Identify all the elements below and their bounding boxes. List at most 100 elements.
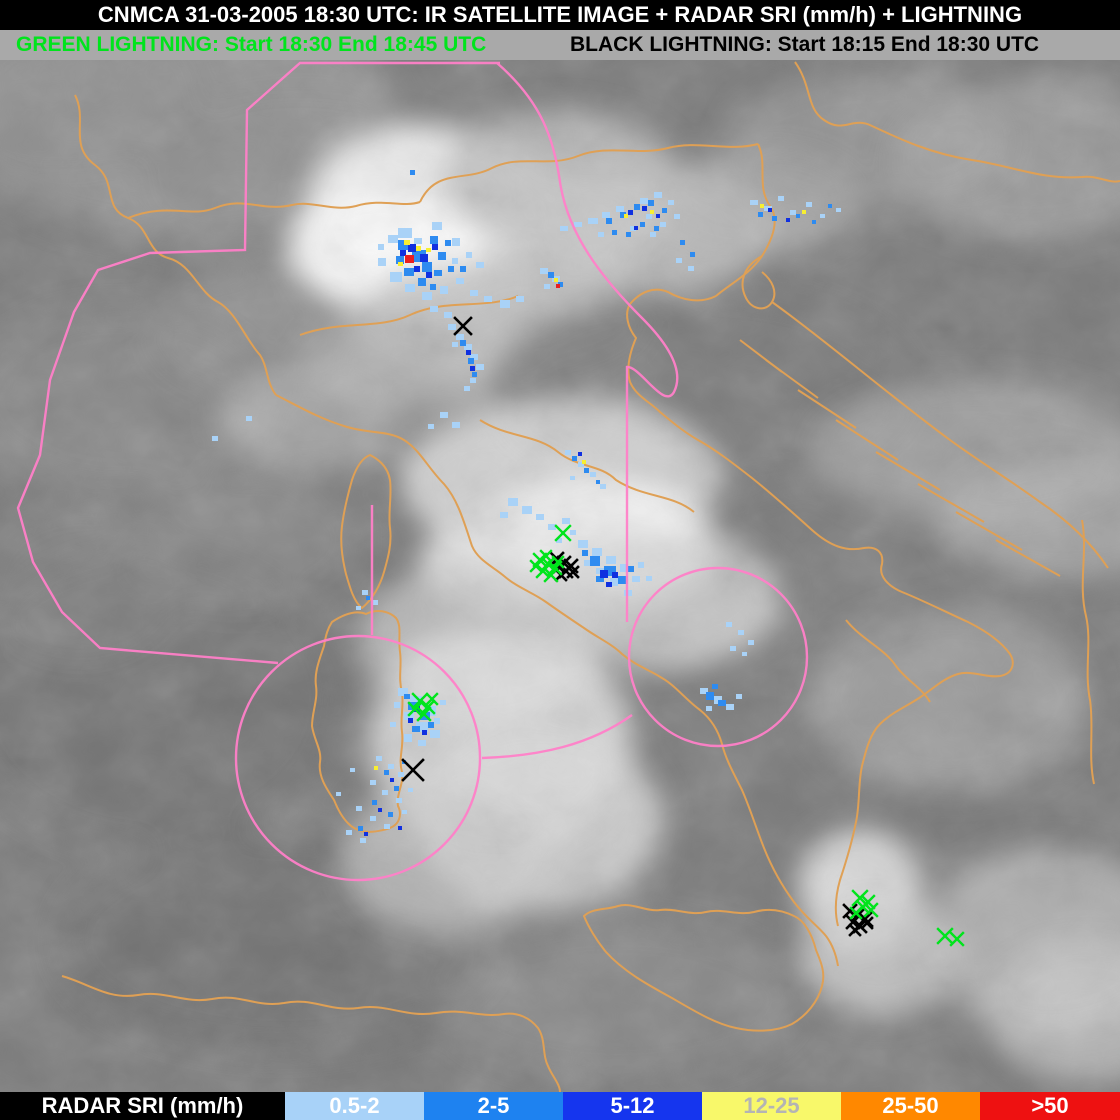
echo-cell-l: [388, 235, 398, 243]
legend-bar: RADAR SRI (mm/h) 0.5-2 2-5 5-12 12-25 25-50 >…: [0, 1092, 1120, 1120]
echo-cell-l: [370, 780, 376, 785]
echo-cell-l: [376, 756, 382, 761]
legend-class-2-5: 2-5: [424, 1092, 563, 1120]
echo-cell-l: [750, 200, 758, 205]
legend-title: RADAR SRI (mm/h): [0, 1092, 285, 1120]
echo-cell-l: [414, 238, 422, 244]
echo-cell-l: [246, 416, 252, 421]
black-lightning-marker: [549, 551, 565, 567]
echo-cell-b: [448, 266, 454, 272]
echo-cell-l: [640, 198, 648, 204]
echo-cell-d: [466, 350, 471, 355]
echo-cell-l: [726, 704, 734, 710]
green-lightning-marker: [416, 706, 432, 722]
green-lightning-marker: [425, 692, 439, 706]
echo-cell-l: [362, 590, 368, 595]
echo-cell-b: [372, 800, 377, 805]
legend-class->50: >50: [980, 1092, 1120, 1120]
coastline-path: [771, 301, 1109, 569]
legend-class-range: 5-12: [610, 1093, 655, 1118]
echo-cell-b: [428, 722, 434, 728]
echo-cell-b: [358, 826, 363, 831]
echo-cell-l: [470, 354, 478, 360]
echo-cell-l: [416, 722, 428, 732]
echo-cell-b: [634, 204, 640, 210]
green-lightning-marker: [543, 567, 559, 583]
echo-cell-l: [660, 222, 666, 227]
echo-cell-l: [646, 214, 652, 219]
echo-cell-d: [426, 272, 432, 278]
coastline-path: [715, 143, 776, 297]
echo-cell-y: [416, 246, 421, 251]
echo-cell-d: [414, 706, 420, 712]
echo-cell-d: [470, 366, 475, 371]
echo-cell-b: [648, 200, 654, 206]
black-lightning-marker: [401, 758, 425, 782]
echo-cell-l: [706, 706, 712, 711]
legend-class-25-50: 25-50: [841, 1092, 980, 1120]
echo-cell-l: [448, 324, 456, 330]
echo-cell-b: [618, 576, 628, 584]
echo-cell-l: [548, 524, 556, 530]
echo-cell-b: [396, 256, 404, 264]
coastline-path: [917, 483, 985, 523]
echo-cell-l: [388, 764, 394, 769]
echo-cell-l: [730, 646, 736, 651]
echo-cell-l: [688, 266, 694, 271]
coastline-path: [74, 94, 277, 396]
echo-cell-r: [556, 284, 560, 288]
radar-boundary-circle: [234, 634, 482, 882]
green-lightning-marker: [551, 555, 565, 569]
green-lightning-marker: [863, 902, 879, 918]
echo-cell-b: [558, 282, 563, 287]
echo-cell-b: [388, 812, 393, 817]
echo-cell-l: [700, 688, 708, 694]
echo-cell-l: [452, 342, 458, 347]
coastline-path: [626, 288, 1014, 927]
echo-cell-b: [628, 566, 634, 572]
lightning-layer: [401, 316, 965, 947]
echo-cell-l: [742, 652, 747, 656]
echo-cell-b: [596, 480, 600, 484]
echo-cell-l: [484, 296, 492, 302]
echo-cell-l: [508, 498, 518, 506]
coastline-path: [797, 389, 857, 429]
echo-cell-l: [440, 700, 446, 705]
green-lightning-marker: [529, 559, 543, 573]
echo-cell-l: [674, 214, 680, 219]
echo-cell-l: [356, 806, 362, 811]
echo-cell-l: [360, 838, 366, 843]
coastline-path: [340, 454, 392, 609]
echo-cell-b: [384, 770, 389, 775]
echo-cell-y: [398, 262, 403, 266]
page-title: CNMCA 31-03-2005 18:30 UTC: IR SATELLITE…: [97, 2, 1023, 27]
echo-cell-l: [396, 798, 402, 803]
black-lightning-marker: [845, 914, 861, 930]
echo-cell-l: [544, 284, 550, 289]
echo-cell-l: [390, 272, 402, 282]
echo-cell-l: [736, 694, 742, 699]
echo-cell-b: [438, 252, 446, 260]
echo-cell-d: [420, 254, 428, 262]
echo-cell-d: [642, 206, 647, 211]
echo-cell-y: [404, 240, 410, 245]
echo-cell-d: [414, 266, 420, 272]
coastline-path: [1081, 519, 1095, 785]
coastline-path: [845, 619, 931, 703]
echo-cell-l: [464, 344, 472, 350]
echo-cell-l: [424, 706, 436, 716]
echo-cell-l: [638, 562, 644, 568]
echo-cell-l: [606, 556, 616, 564]
echo-cell-l: [410, 696, 422, 706]
echo-cell-l: [500, 512, 508, 518]
echo-cell-l: [418, 740, 426, 746]
echo-cell-l: [212, 436, 218, 441]
echo-cell-d: [378, 808, 382, 812]
coastline-path: [835, 419, 899, 461]
echo-cell-b: [430, 284, 436, 290]
green-lightning-marker: [851, 889, 869, 907]
echo-cell-l: [464, 386, 470, 391]
coastline-path: [583, 904, 825, 1032]
echo-cell-l: [654, 192, 662, 198]
echo-cell-d: [408, 718, 413, 723]
